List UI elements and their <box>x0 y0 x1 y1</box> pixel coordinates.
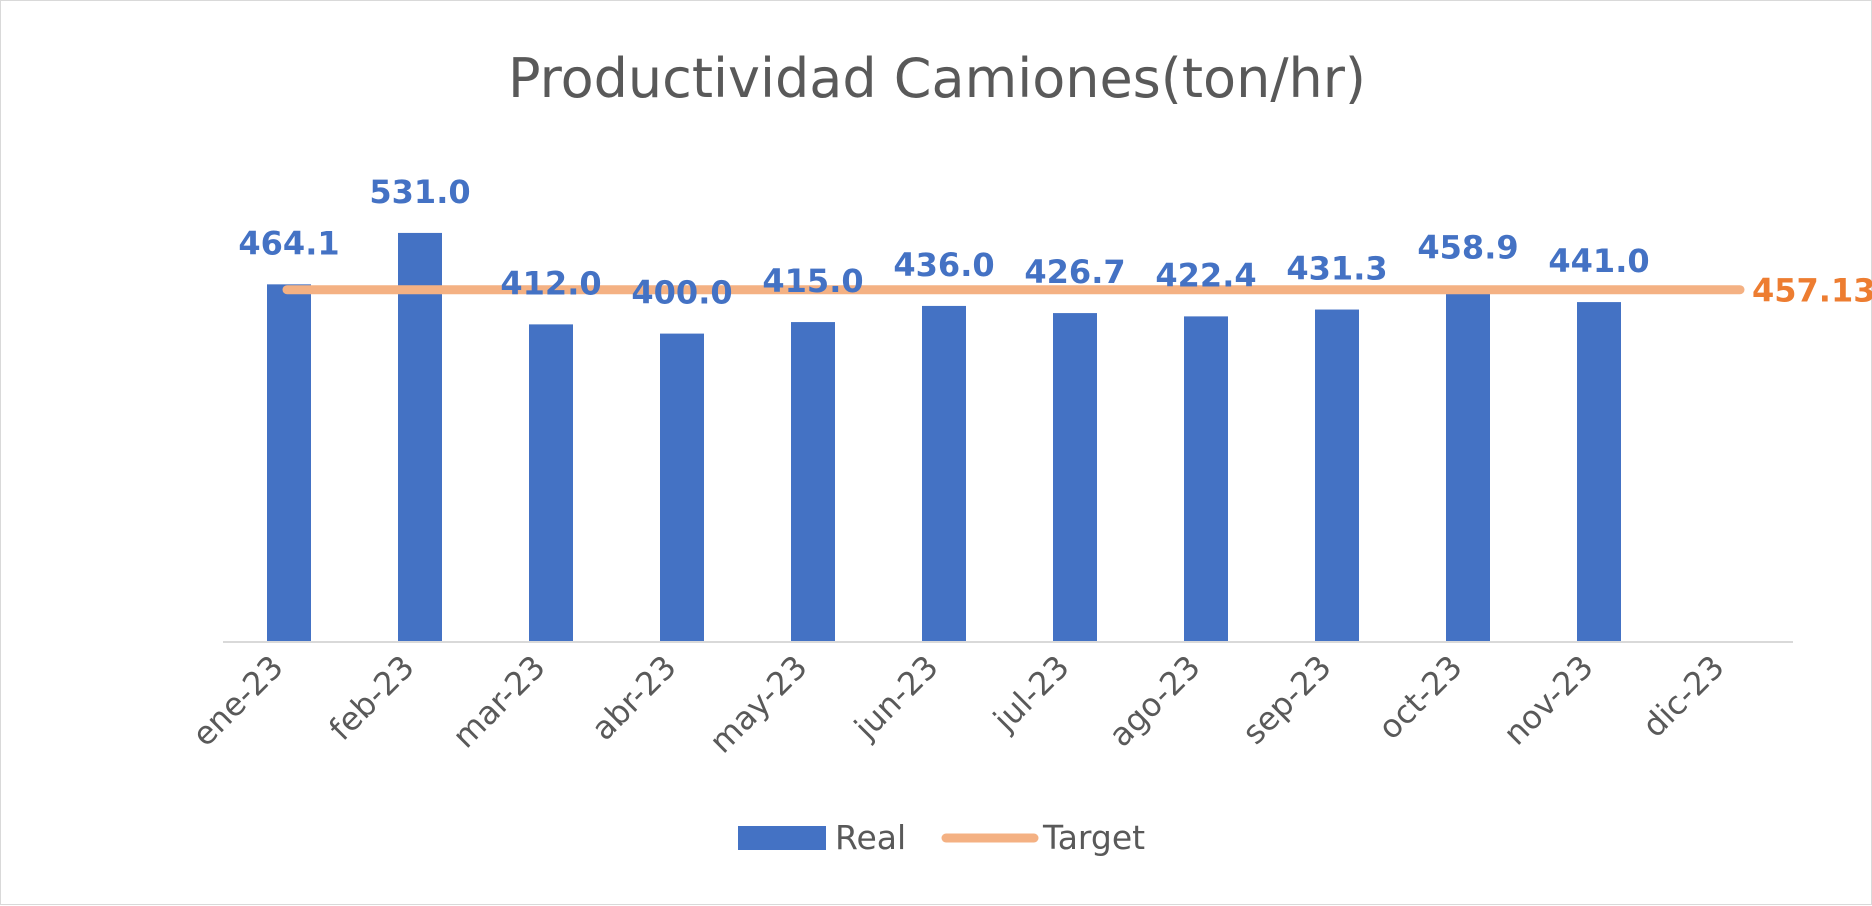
legend-swatch-real <box>738 826 826 850</box>
bar-mar-23 <box>529 324 573 641</box>
bar-oct-23 <box>1446 288 1490 641</box>
x-tick-jul-23: jul-23 <box>985 648 1076 739</box>
bar-sep-23 <box>1315 309 1359 641</box>
value-label-feb-23: 531.0 <box>369 173 470 211</box>
value-label-ago-23: 422.4 <box>1155 256 1256 294</box>
legend-label-real: Real <box>835 818 906 857</box>
bar-abr-23 <box>660 333 704 641</box>
legend: Real Target <box>738 818 1145 857</box>
value-label-may-23: 415.0 <box>762 262 863 300</box>
value-label-abr-23: 400.0 <box>631 274 732 312</box>
bars-layer <box>267 232 1621 641</box>
x-tick-oct-23: oct-23 <box>1371 648 1470 747</box>
bar-jun-23 <box>922 305 966 641</box>
target-layer: 457.13 <box>282 272 1872 310</box>
value-label-mar-23: 412.0 <box>500 264 601 302</box>
target-value-label: 457.13 <box>1752 272 1872 310</box>
bar-may-23 <box>791 322 835 641</box>
bar-feb-23 <box>398 232 442 641</box>
x-tick-mar-23: mar-23 <box>445 648 553 756</box>
value-label-ene-23: 464.1 <box>238 224 339 262</box>
value-labels-layer: 464.1 531.0 412.0 400.0 415.0 436.0 426.7 422.4… <box>238 173 1649 312</box>
bar-ene-23 <box>267 284 311 641</box>
value-label-nov-23: 441.0 <box>1548 242 1649 280</box>
value-label-sep-23: 431.3 <box>1286 250 1387 288</box>
x-tick-ago-23: ago-23 <box>1101 648 1207 754</box>
x-tick-jun-23: jun-23 <box>846 648 946 748</box>
x-tick-dic-23: dic-23 <box>1635 648 1732 745</box>
x-tick-abr-23: abr-23 <box>584 648 684 748</box>
value-label-jul-23: 426.7 <box>1024 253 1125 291</box>
bar-nov-23 <box>1577 302 1621 641</box>
x-tick-feb-23: feb-23 <box>322 648 422 748</box>
chart-title: Productividad Camiones(ton/hr) <box>508 47 1366 110</box>
x-tick-may-23: may-23 <box>702 648 815 761</box>
x-tick-sep-23: sep-23 <box>1235 648 1339 752</box>
x-tick-labels: ene-23 feb-23 mar-23 abr-23 may-23 jun-23 jul-… <box>185 648 1732 761</box>
x-tick-nov-23: nov-23 <box>1496 648 1601 753</box>
value-label-jun-23: 436.0 <box>893 246 994 284</box>
x-tick-ene-23: ene-23 <box>185 648 291 754</box>
bar-jul-23 <box>1053 313 1097 641</box>
value-label-oct-23: 458.9 <box>1417 228 1518 266</box>
legend-label-target: Target <box>1042 818 1145 857</box>
bar-ago-23 <box>1184 316 1228 641</box>
